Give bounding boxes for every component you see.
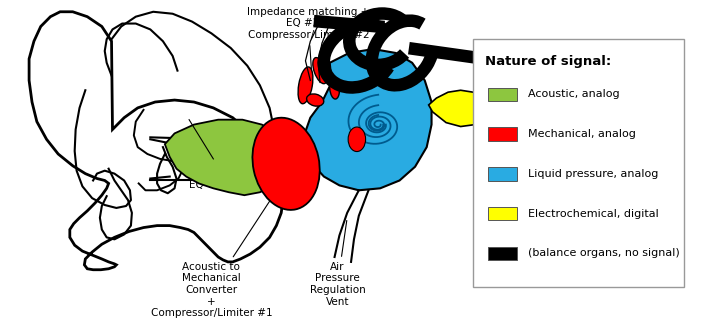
FancyBboxPatch shape [488,127,517,141]
Ellipse shape [253,118,320,210]
Ellipse shape [313,57,328,84]
Text: Mechanical, analog: Mechanical, analog [528,129,635,139]
FancyBboxPatch shape [488,88,517,101]
Ellipse shape [330,77,340,99]
Text: (balance organs, no signal): (balance organs, no signal) [528,248,679,258]
Text: Digital Cable: Digital Cable [475,77,543,87]
FancyBboxPatch shape [473,39,684,287]
FancyBboxPatch shape [488,167,517,181]
Text: Liquid pressure, analog: Liquid pressure, analog [528,169,658,179]
Text: Nature of signal:: Nature of signal: [486,55,612,68]
Text: Impedance matching +
EQ #2 +
Compressor/Limiter #2: Impedance matching + EQ #2 + Compressor/… [247,7,370,80]
Text: EQ #1: EQ #1 [189,181,222,191]
Polygon shape [305,49,431,190]
Text: Multiband compressor +
Analog to
Digital Converter
(in liquid): Multiband compressor + Analog to Digital… [475,122,603,167]
Text: Air
Pressure
Regulation
Vent: Air Pressure Regulation Vent [310,220,365,307]
Text: Acoustic to
Mechanical
Converter
+
Compressor/Limiter #1: Acoustic to Mechanical Converter + Compr… [151,183,282,318]
Polygon shape [429,90,488,126]
Ellipse shape [298,67,313,104]
Polygon shape [165,120,286,195]
Text: Electrochemical, digital: Electrochemical, digital [528,208,659,219]
Ellipse shape [307,94,324,106]
Text: Acoustic, analog: Acoustic, analog [528,89,619,100]
Polygon shape [29,12,283,270]
FancyBboxPatch shape [488,207,517,220]
FancyBboxPatch shape [488,247,517,260]
Ellipse shape [348,127,365,151]
